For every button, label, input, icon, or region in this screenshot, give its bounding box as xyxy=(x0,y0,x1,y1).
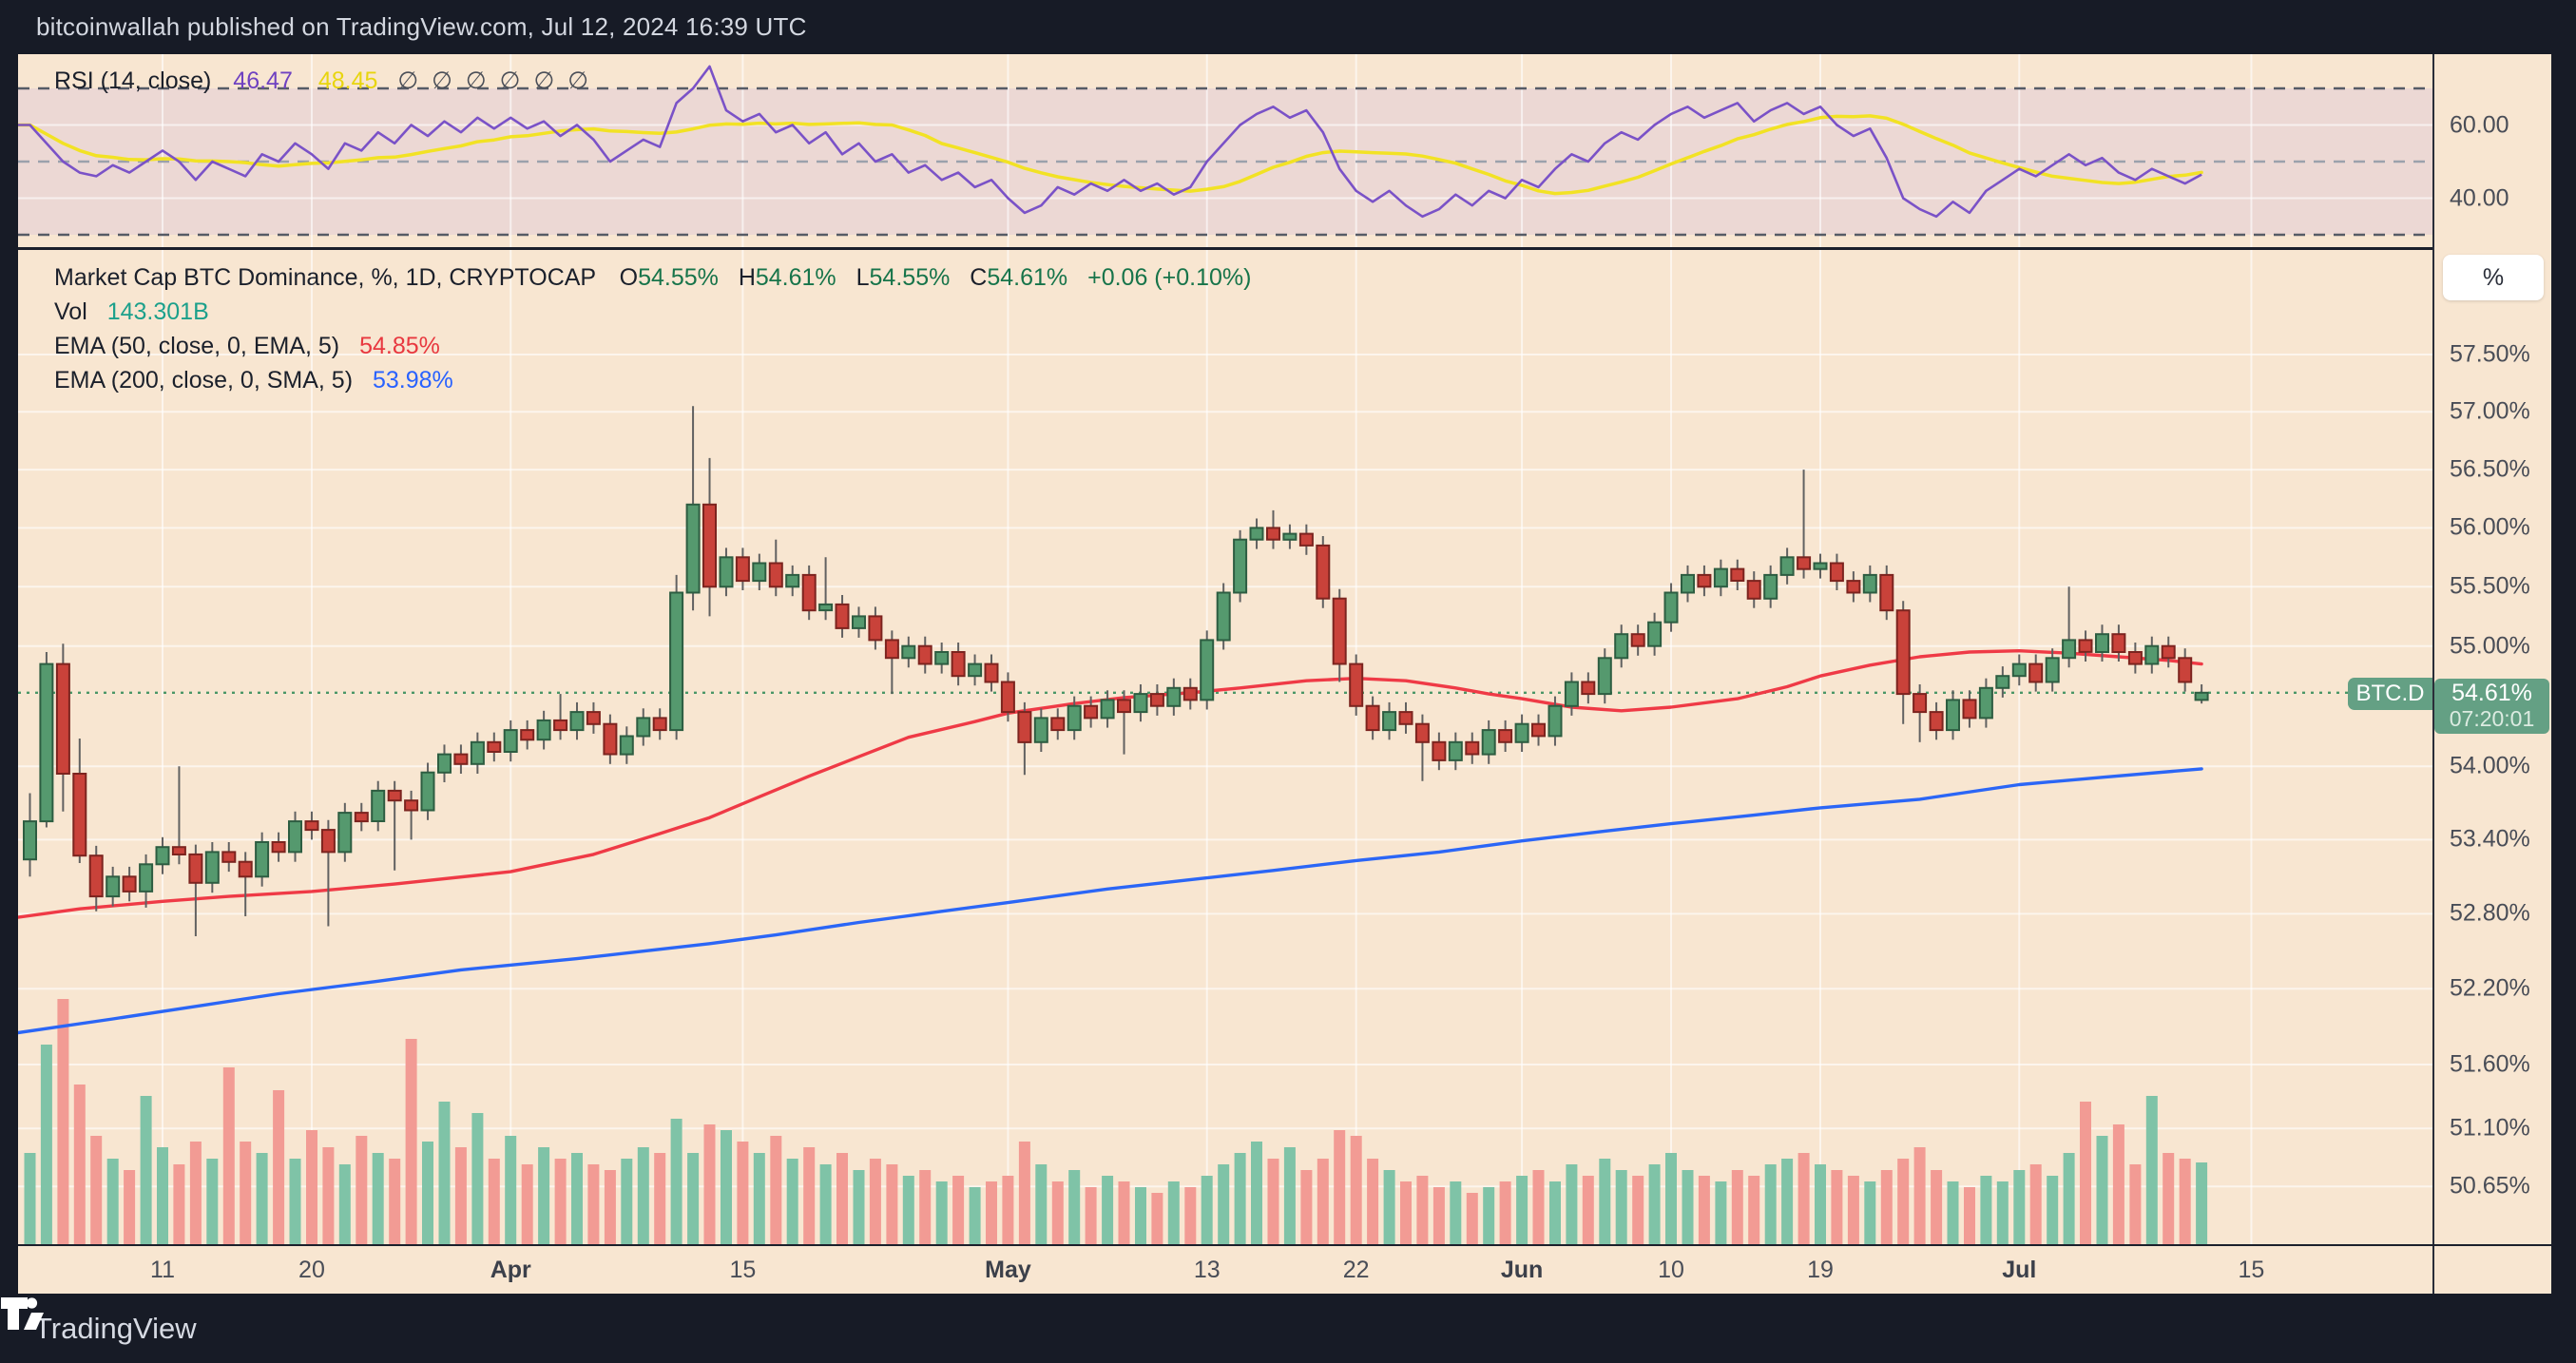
symbol-price-line-badge: BTC.D xyxy=(2348,677,2432,710)
change-value: +0.06 (+0.10%) xyxy=(1087,264,1252,291)
open-value: 54.55% xyxy=(638,264,719,291)
time-tick-apr: Apr xyxy=(490,1257,531,1283)
low-key: L xyxy=(855,264,870,291)
symbol-price-line-badge-text: BTC.D xyxy=(2355,680,2425,706)
price-axis[interactable]: 60.00 40.00 57.50% 57.00% 56.50% 56.00% 55.50%… xyxy=(2434,54,2551,1294)
rsi-ma-value: 48.45 xyxy=(317,67,378,94)
volume-label: Vol xyxy=(54,298,87,325)
high-value: 54.61% xyxy=(755,264,836,291)
price-axis-label: 53.40% xyxy=(2450,825,2530,853)
time-tick-11: 11 xyxy=(150,1257,175,1283)
symbol-legend-row: Market Cap BTC Dominance, %, 1D, CRYPTOC… xyxy=(54,260,1251,295)
time-tick-may: May xyxy=(985,1257,1031,1283)
price-axis-label: 55.00% xyxy=(2450,632,2530,660)
rsi-pane[interactable] xyxy=(18,54,2432,247)
rsi-value: 46.47 xyxy=(233,67,293,94)
ema50-label: EMA (50, close, 0, EMA, 5) xyxy=(54,333,340,359)
time-tick-22: 22 xyxy=(1342,1257,1370,1283)
time-axis[interactable]: 11 20 Apr 15 May 13 22 Jun 10 19 Jul 15 xyxy=(18,1246,2432,1294)
price-axis-label: 55.50% xyxy=(2450,572,2530,600)
rsi-empty-slot-icon: ∅ xyxy=(432,67,452,94)
percent-scale-button-label: % xyxy=(2482,263,2505,291)
percent-scale-button[interactable]: % xyxy=(2443,255,2544,300)
rsi-axis-label: 40.00 xyxy=(2450,184,2509,211)
price-axis-label: 56.00% xyxy=(2450,513,2530,541)
rsi-empty-slot-icon: ∅ xyxy=(465,67,487,94)
close-key: C xyxy=(970,264,988,291)
price-pane[interactable] xyxy=(18,250,2432,1244)
footer-bar: TradingView xyxy=(0,1294,2576,1363)
price-axis-label: 56.50% xyxy=(2450,455,2530,483)
ema200-legend-row: EMA (200, close, 0, SMA, 5) 53.98% xyxy=(54,363,1251,397)
volume-value: 143.301B xyxy=(106,298,209,325)
tradingview-logo-icon xyxy=(1,1297,44,1330)
left-margin xyxy=(0,54,18,1294)
time-axis-border xyxy=(18,1244,2551,1246)
time-tick-19: 19 xyxy=(1807,1257,1834,1283)
time-tick-13: 13 xyxy=(1193,1257,1221,1283)
price-axis-label: 52.80% xyxy=(2450,899,2530,927)
time-tick-jul: Jul xyxy=(2002,1257,2037,1283)
price-axis-label: 52.20% xyxy=(2450,974,2530,1002)
price-axis-label: 57.50% xyxy=(2450,340,2530,368)
rsi-empty-slots: ∅ ∅ ∅ ∅ ∅ ∅ xyxy=(384,67,588,94)
price-axis-label: 51.60% xyxy=(2450,1050,2530,1078)
volume-legend-row: Vol 143.301B xyxy=(54,295,1251,329)
tradingview-brand-name: TradingView xyxy=(34,1311,197,1345)
price-axis-border xyxy=(2432,54,2434,1294)
last-price-badge: 54.61% 07:20:01 xyxy=(2434,678,2549,734)
open-key: O xyxy=(619,264,639,291)
last-price-value: 54.61% xyxy=(2451,679,2532,706)
low-value: 54.55% xyxy=(869,264,951,291)
price-axis-label: 51.10% xyxy=(2450,1114,2530,1142)
price-axis-label: 50.65% xyxy=(2450,1172,2530,1200)
ema50-legend-row: EMA (50, close, 0, EMA, 5) 54.85% xyxy=(54,329,1251,363)
ema50-value: 54.85% xyxy=(359,333,440,359)
symbol-legend: Market Cap BTC Dominance, %, 1D, CRYPTOC… xyxy=(54,260,1251,397)
page-title: bitcoinwallah published on TradingView.c… xyxy=(36,12,807,41)
rsi-legend-label: RSI (14, close) xyxy=(54,67,212,94)
rsi-empty-slot-icon: ∅ xyxy=(397,67,419,94)
ema200-label: EMA (200, close, 0, SMA, 5) xyxy=(54,367,354,394)
rsi-empty-slot-icon: ∅ xyxy=(499,67,521,94)
price-plot xyxy=(18,250,2432,1244)
time-tick-15: 15 xyxy=(729,1257,757,1283)
bar-countdown: 07:20:01 xyxy=(2449,705,2535,731)
rsi-plot xyxy=(18,54,2432,247)
time-tick-15: 15 xyxy=(2238,1257,2265,1283)
time-tick-jun: Jun xyxy=(1500,1257,1544,1283)
pane-separator[interactable] xyxy=(18,247,2551,250)
right-margin xyxy=(2551,54,2576,1294)
title-bar: bitcoinwallah published on TradingView.c… xyxy=(0,0,2576,54)
high-key: H xyxy=(738,264,756,291)
price-axis-label: 54.00% xyxy=(2450,752,2530,779)
close-value: 54.61% xyxy=(987,264,1068,291)
time-tick-20: 20 xyxy=(298,1257,325,1283)
tradingview-brand[interactable]: TradingView xyxy=(1,1297,197,1346)
rsi-empty-slot-icon: ∅ xyxy=(533,67,555,94)
symbol-title: Market Cap BTC Dominance, %, 1D, CRYPTOC… xyxy=(54,264,596,291)
ema200-value: 53.98% xyxy=(372,367,453,394)
price-axis-label: 57.00% xyxy=(2450,397,2530,425)
rsi-empty-slot-icon: ∅ xyxy=(567,67,589,94)
rsi-legend: RSI (14, close) 46.47 48.45 ∅ ∅ ∅ ∅ ∅ ∅ xyxy=(54,67,588,95)
rsi-axis-label: 60.00 xyxy=(2450,111,2509,138)
time-tick-10: 10 xyxy=(1658,1257,1684,1283)
